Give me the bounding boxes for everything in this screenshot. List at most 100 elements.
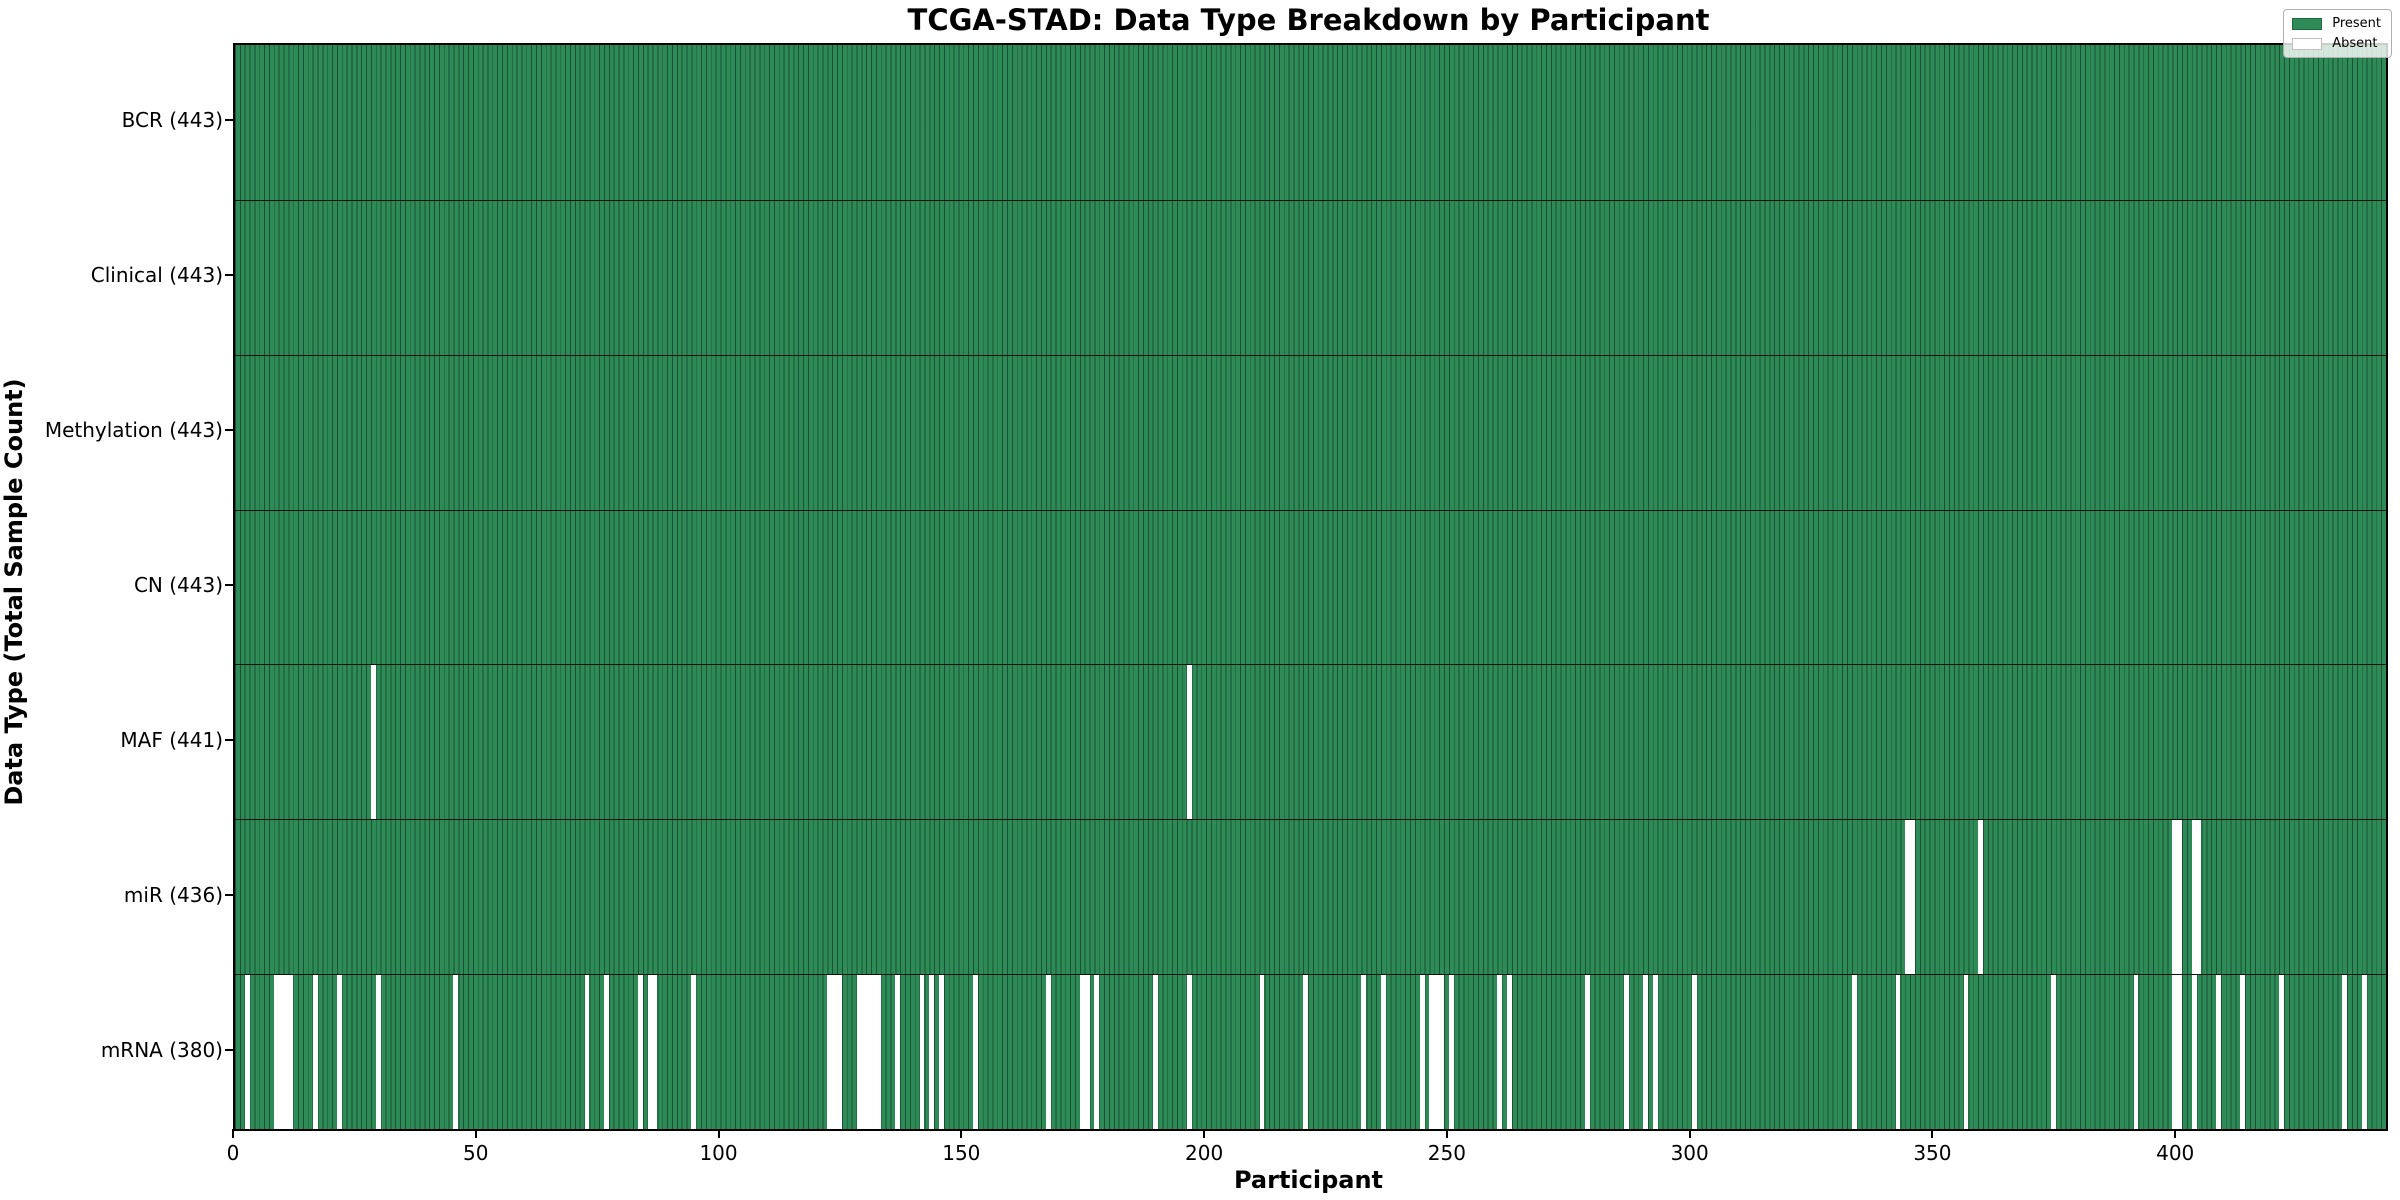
absent-gap <box>2240 975 2246 1129</box>
absent-gap <box>453 975 459 1129</box>
y-tick-mark <box>225 584 233 586</box>
absent-gap <box>1186 975 1192 1129</box>
y-tick-mark <box>225 429 233 432</box>
x-tick-mark <box>232 1129 234 1138</box>
absent-gap <box>1691 975 1697 1129</box>
x-tick-mark <box>1688 1129 1691 1138</box>
absent-gap <box>273 975 279 1129</box>
absent-gap <box>1094 975 1100 1129</box>
absent-gap <box>2191 820 2197 975</box>
heatmap-row-bcr <box>235 45 2386 200</box>
absent-gap <box>647 975 653 1129</box>
absent-gap <box>638 975 643 1129</box>
x-tick-label: 150 <box>942 1141 981 1165</box>
absent-gap <box>1303 975 1309 1129</box>
absent-gap <box>929 975 935 1129</box>
x-tick-label: 250 <box>1427 1141 1466 1165</box>
x-tick-label: 0 <box>226 1141 240 1165</box>
x-tick-label: 100 <box>699 1141 738 1165</box>
absent-gap <box>691 975 697 1129</box>
absent-gap <box>973 975 978 1129</box>
y-tick-mark <box>225 274 233 277</box>
heatmap-row-clinical <box>235 199 2386 355</box>
y-tick-label-mir: miR (436) <box>123 882 223 907</box>
absent-gap <box>1439 975 1444 1129</box>
y-tick-mark <box>225 893 233 896</box>
absent-gap <box>312 975 318 1129</box>
absent-gap <box>2177 975 2183 1129</box>
absent-gap <box>1361 975 1367 1129</box>
x-tick-mark <box>717 1129 720 1138</box>
absent-gap <box>370 665 376 820</box>
absent-gap <box>837 975 842 1129</box>
legend: Present Absent <box>2283 9 2392 58</box>
legend-item-present: Present <box>2292 16 2381 31</box>
absent-gap <box>1259 975 1265 1129</box>
y-tick-label-mrna: mRNA (380) <box>100 1037 223 1062</box>
absent-gap <box>2172 975 2178 1129</box>
heatmap-row-maf <box>235 664 2386 820</box>
legend-swatch-present <box>2292 17 2323 30</box>
absent-gap <box>283 975 289 1129</box>
absent-gap <box>861 975 867 1129</box>
absent-gap <box>1623 975 1629 1129</box>
absent-gap <box>2196 820 2202 975</box>
absent-gap <box>1507 975 1512 1129</box>
absent-gap <box>2133 975 2139 1129</box>
x-tick-mark <box>2174 1129 2177 1138</box>
x-tick-mark <box>1445 1129 1448 1138</box>
absent-gap <box>1079 975 1085 1129</box>
absent-gap <box>939 975 944 1129</box>
absent-gap <box>875 975 881 1129</box>
absent-gap <box>1497 975 1503 1129</box>
absent-gap <box>871 975 876 1129</box>
x-tick-label: 50 <box>463 1141 489 1165</box>
heatmap-row-mir <box>235 819 2386 975</box>
absent-gap <box>1186 665 1192 820</box>
legend-label: Present <box>2332 16 2381 31</box>
y-tick-mark <box>225 738 233 741</box>
absent-gap <box>1045 975 1051 1129</box>
y-tick-mark <box>225 1048 233 1051</box>
absent-gap <box>1084 975 1090 1129</box>
legend-swatch-absent <box>2292 37 2323 50</box>
chart-title: TCGA-STAD: Data Type Breakdown by Partic… <box>907 3 1710 37</box>
y-tick-mark <box>225 119 233 122</box>
absent-gap <box>866 975 872 1129</box>
absent-gap <box>2172 820 2178 975</box>
absent-gap <box>1643 975 1648 1129</box>
absent-gap <box>288 975 294 1129</box>
absent-gap <box>919 975 925 1129</box>
absent-gap <box>2279 975 2285 1129</box>
absent-gap <box>604 975 609 1129</box>
y-tick-label-bcr: BCR (443) <box>121 108 223 133</box>
y-tick-label-methylation: Methylation (443) <box>44 418 223 443</box>
x-tick-label: 350 <box>1913 1141 1952 1165</box>
x-tick-mark <box>1931 1129 1934 1138</box>
absent-gap <box>1910 820 1915 975</box>
x-tick-label: 400 <box>2156 1141 2195 1165</box>
y-tick-label-maf: MAF (441) <box>120 727 223 752</box>
absent-gap <box>278 975 284 1129</box>
heatmap-row-mrna <box>235 974 2386 1129</box>
absent-gap <box>2050 975 2056 1129</box>
absent-gap <box>584 975 590 1129</box>
absent-gap <box>652 975 658 1129</box>
absent-gap <box>1448 975 1454 1129</box>
absent-gap <box>1429 975 1435 1129</box>
absent-gap <box>1380 975 1386 1129</box>
absent-gap <box>1152 975 1158 1129</box>
x-tick-mark <box>474 1129 477 1138</box>
x-tick-mark <box>1203 1129 1206 1138</box>
absent-gap <box>1652 975 1658 1129</box>
absent-gap <box>1584 975 1590 1129</box>
heatmap-row-cn <box>235 509 2386 665</box>
absent-gap <box>2361 975 2367 1129</box>
heatmap-row-methylation <box>235 354 2386 510</box>
absent-gap <box>827 975 833 1129</box>
absent-gap <box>895 975 901 1129</box>
legend-item-absent: Absent <box>2292 36 2381 51</box>
absent-gap <box>1895 975 1901 1129</box>
y-tick-label-clinical: Clinical (443) <box>90 263 223 288</box>
